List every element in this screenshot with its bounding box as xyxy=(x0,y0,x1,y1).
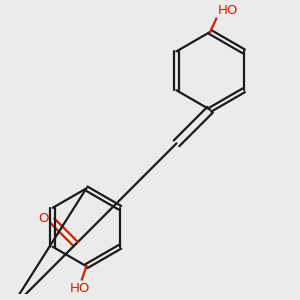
Text: HO: HO xyxy=(70,282,90,295)
Text: O: O xyxy=(38,212,49,225)
Text: HO: HO xyxy=(218,4,238,17)
